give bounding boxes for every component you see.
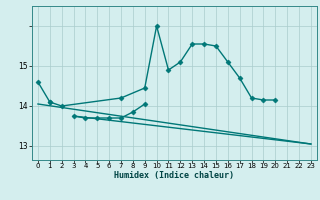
X-axis label: Humidex (Indice chaleur): Humidex (Indice chaleur) [115,171,234,180]
